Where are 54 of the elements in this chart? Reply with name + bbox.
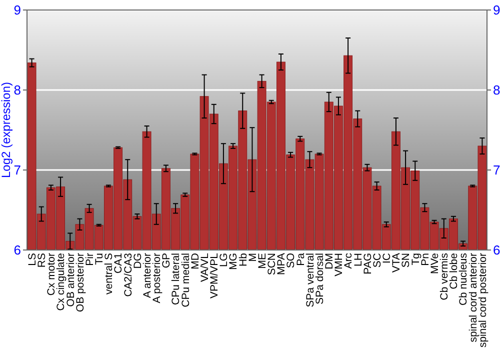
x-tick-label: M	[246, 253, 259, 262]
y-tick-label: 7	[14, 162, 21, 178]
x-tick-label: SC	[371, 252, 384, 268]
x-tick-label: Cb nucleus	[458, 253, 470, 306]
x-tick-label: CA2/CA3	[122, 252, 134, 297]
x-tick-label: MPA	[276, 253, 288, 275]
x-tick-label: Tg	[410, 252, 422, 266]
x-tick-label: DM	[324, 253, 336, 270]
x-tick-label: CPu lateral	[170, 253, 182, 305]
x-tick-label: MG	[228, 253, 240, 270]
x-tick-label: Arc	[342, 253, 355, 269]
x-tick-label: LG	[218, 253, 230, 268]
x-tick-label: LS	[26, 253, 38, 266]
x-tick-label: CPu medial	[180, 253, 192, 308]
x-tick-label: VA/VL	[198, 252, 211, 282]
x-tick-label: A anterior	[141, 252, 154, 298]
x-tick-label: SPa dorsal	[314, 253, 326, 304]
x-tick-label: RS	[36, 253, 48, 268]
x-tick-label: Pa	[294, 252, 307, 266]
x-tick-label: VMH	[333, 253, 346, 276]
x-tick-label: DG	[132, 253, 144, 269]
y2-tick-label: 9	[493, 2, 500, 18]
x-tick-label: IC	[381, 252, 394, 264]
x-tick-label: SO	[285, 253, 298, 268]
x-tick-label: SCN	[266, 253, 278, 276]
y2-tick-label: 6	[493, 242, 500, 258]
x-tick-label: PAG	[362, 253, 374, 274]
x-tick-label: OB anterior	[64, 252, 77, 307]
y-tick-label: 6	[14, 242, 21, 258]
x-tick-label: Cb lobe	[448, 252, 460, 290]
x-tick-label: ventral S	[103, 253, 116, 294]
x-tick-label: Tu	[94, 252, 106, 265]
x-tick-label: OB posterior	[74, 252, 86, 312]
x-tick-label: spinal cord anterior	[467, 252, 480, 342]
x-tick-label: VTA	[390, 253, 403, 273]
x-tick-label: VPM/VPL	[208, 252, 221, 299]
x-tick-label: SPa ventral	[304, 253, 316, 308]
x-tick-label: Cx cingulate	[55, 252, 68, 311]
x-tick-label: CA1	[112, 252, 125, 274]
x-tick-label: ME	[256, 253, 268, 269]
x-tick-label: A posterior	[151, 252, 164, 304]
y-tick-label: 8	[14, 82, 21, 98]
y2-tick-label: 8	[493, 82, 500, 98]
x-tick-label: MD	[189, 252, 202, 270]
x-tick-label: SN	[400, 253, 412, 268]
x-tick-label: Pir	[84, 252, 96, 266]
x-tick-label: MVe	[428, 252, 441, 274]
x-tick-label: GP	[160, 253, 173, 268]
x-tick-label: Hb	[237, 252, 250, 266]
y-tick-label: 9	[14, 2, 21, 18]
x-tick-label: spinal cord posterior	[476, 252, 489, 348]
y-axis-title: Log2 (expression)	[0, 82, 13, 178]
y2-tick-label: 7	[493, 162, 500, 178]
x-tick-label: LH	[352, 253, 364, 266]
